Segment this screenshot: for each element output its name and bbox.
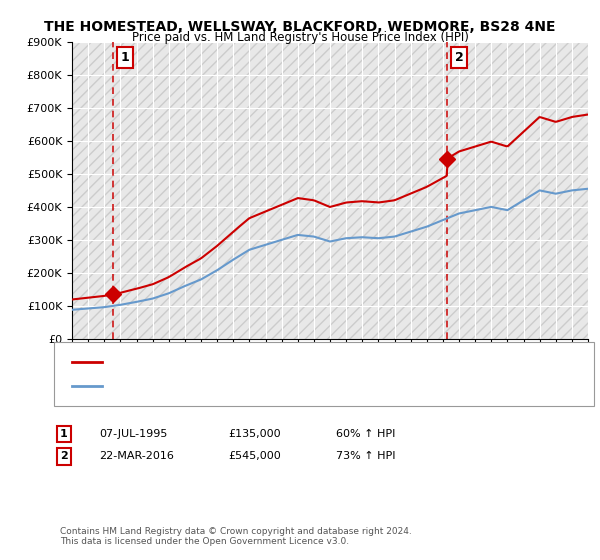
Text: THE HOMESTEAD, WELLSWAY, BLACKFORD, WEDMORE, BS28 4NE: THE HOMESTEAD, WELLSWAY, BLACKFORD, WEDM… xyxy=(44,20,556,34)
Text: 73% ↑ HPI: 73% ↑ HPI xyxy=(336,451,395,461)
Text: THE HOMESTEAD, WELLSWAY, BLACKFORD, WEDMORE, BS28 4NE (detached house): THE HOMESTEAD, WELLSWAY, BLACKFORD, WEDM… xyxy=(105,357,543,367)
Text: 07-JUL-1995: 07-JUL-1995 xyxy=(99,429,167,439)
Text: Price paid vs. HM Land Registry's House Price Index (HPI): Price paid vs. HM Land Registry's House … xyxy=(131,31,469,44)
Text: 1: 1 xyxy=(121,51,130,64)
Text: £545,000: £545,000 xyxy=(228,451,281,461)
Text: 2: 2 xyxy=(60,451,68,461)
Text: 1: 1 xyxy=(60,429,68,439)
Text: Contains HM Land Registry data © Crown copyright and database right 2024.
This d: Contains HM Land Registry data © Crown c… xyxy=(60,526,412,546)
Text: £135,000: £135,000 xyxy=(228,429,281,439)
Text: 22-MAR-2016: 22-MAR-2016 xyxy=(99,451,174,461)
Text: 60% ↑ HPI: 60% ↑ HPI xyxy=(336,429,395,439)
Text: HPI: Average price, detached house, Somerset: HPI: Average price, detached house, Some… xyxy=(105,380,348,390)
Text: 2: 2 xyxy=(455,51,463,64)
